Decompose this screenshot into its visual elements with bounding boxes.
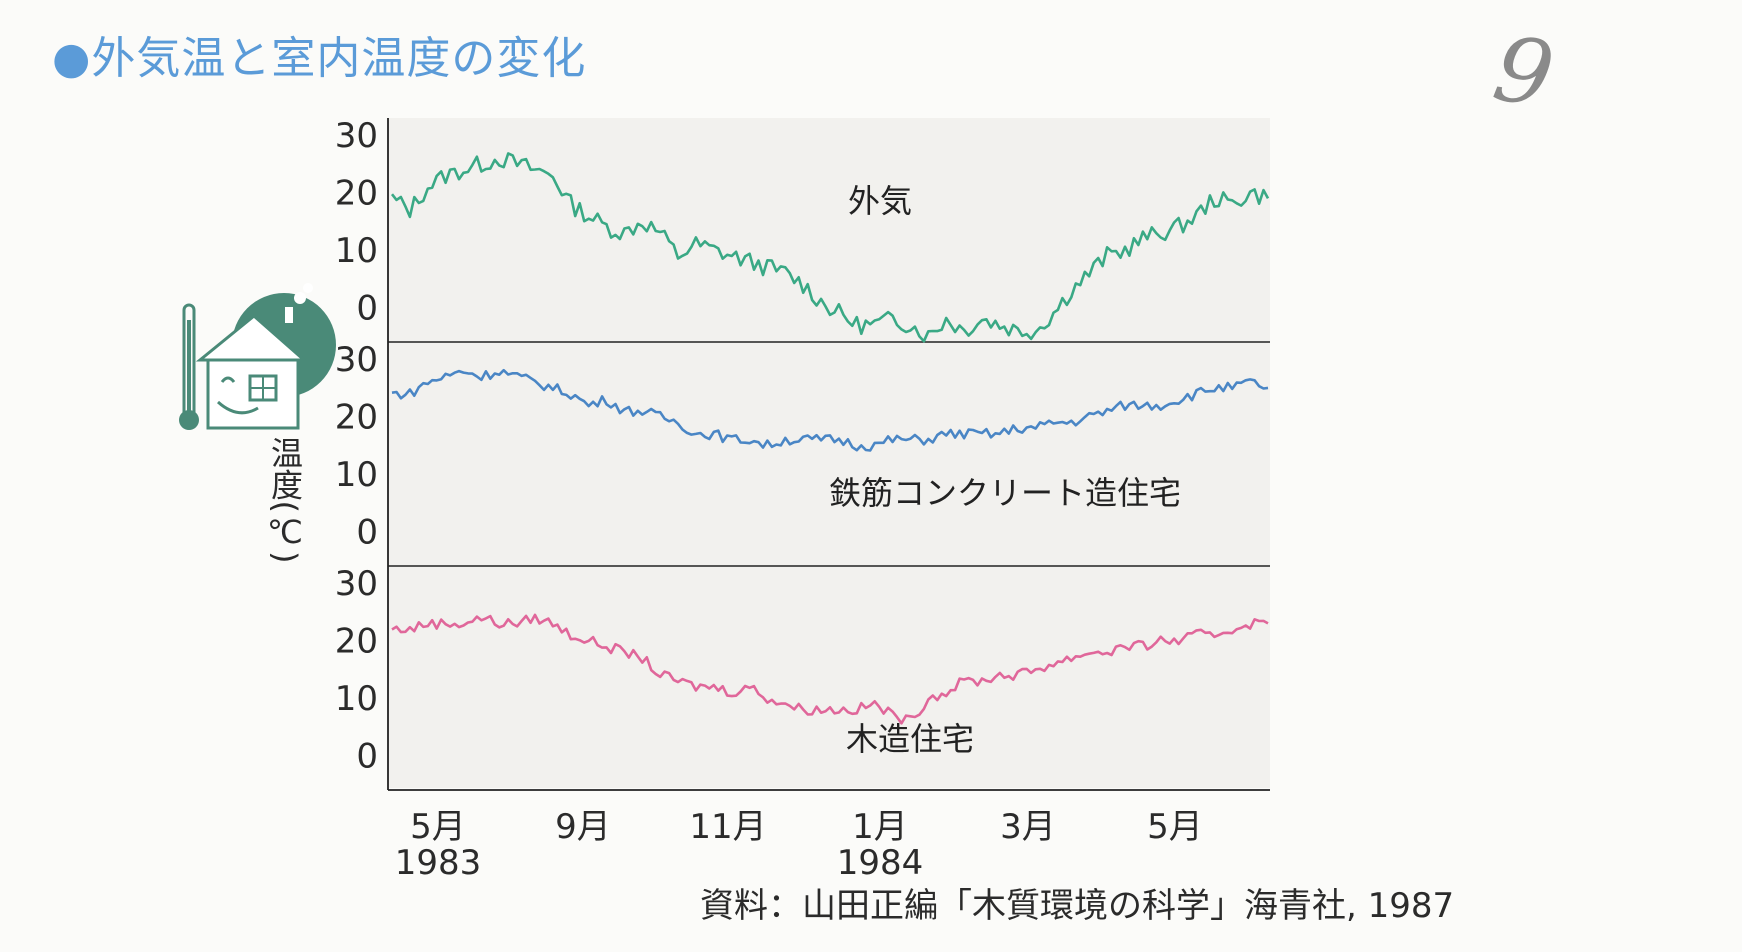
y-tick-label: 30 <box>335 340 378 380</box>
house-thermometer-icon <box>179 283 336 430</box>
x-tick-label: 5月 <box>1147 807 1203 847</box>
series-label: 鉄筋コンクリート造住宅 <box>829 474 1181 512</box>
series-line-0 <box>390 152 1270 343</box>
y-tick-label: 0 <box>356 737 378 777</box>
y-tick-label: 30 <box>335 116 378 156</box>
y-tick-label: 20 <box>335 174 378 214</box>
series-line-1 <box>391 368 1269 452</box>
y-tick-label: 0 <box>356 513 378 553</box>
chart-title: ●外気温と室内温度の変化 <box>52 33 587 84</box>
y-tick-label: 20 <box>335 398 378 438</box>
y-tick-label: 10 <box>335 455 378 495</box>
x-tick-year: 1984 <box>837 843 924 883</box>
series-label: 外気 <box>848 182 912 220</box>
y-tick-label: 10 <box>335 679 378 719</box>
y-tick-label: 10 <box>335 231 378 271</box>
x-tick-label: 9月 <box>555 807 611 847</box>
plot-background <box>388 118 1270 788</box>
source-note: 資料：山田正編「木質環境の科学」海青社, 1987 <box>700 886 1455 926</box>
x-tick-label: 11月 <box>689 807 766 847</box>
x-tick-label: 5月 <box>410 807 466 847</box>
y-tick-label: 30 <box>335 564 378 604</box>
x-tick-label: 1月 <box>852 807 908 847</box>
y-tick-label: 20 <box>335 622 378 662</box>
x-tick-label: 3月 <box>1000 807 1056 847</box>
x-tick-year: 1983 <box>395 843 482 883</box>
y-tick-label: 0 <box>356 289 378 329</box>
y-tick-layer: 30 20 10 0 30 20 10 0 30 20 10 0 <box>335 116 378 776</box>
series-label: 木造住宅 <box>846 720 974 758</box>
y-axis-title: 温度(℃) <box>266 437 304 564</box>
series-line-2 <box>391 613 1269 725</box>
